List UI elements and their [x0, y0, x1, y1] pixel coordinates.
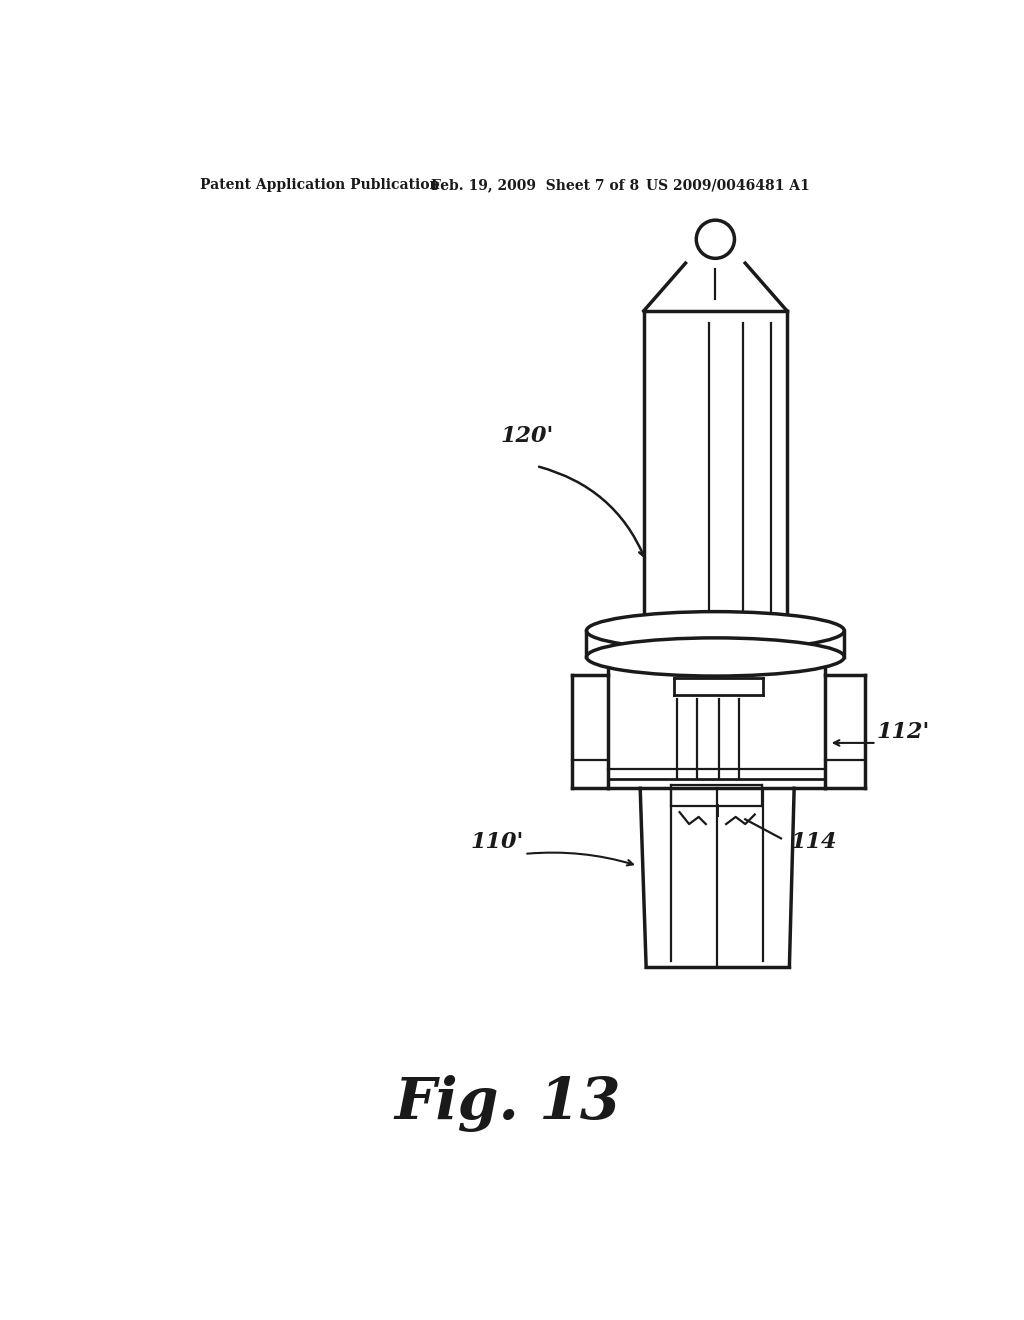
Text: Feb. 19, 2009  Sheet 7 of 8: Feb. 19, 2009 Sheet 7 of 8 — [431, 178, 639, 193]
Text: 110': 110' — [471, 830, 524, 853]
Text: 120': 120' — [501, 425, 554, 447]
Ellipse shape — [587, 611, 844, 649]
Text: Patent Application Publication: Patent Application Publication — [200, 178, 439, 193]
Ellipse shape — [587, 638, 844, 676]
Text: 114: 114 — [791, 830, 837, 853]
Text: 112': 112' — [877, 721, 930, 743]
Text: Fig. 13: Fig. 13 — [394, 1076, 622, 1133]
Text: US 2009/0046481 A1: US 2009/0046481 A1 — [646, 178, 810, 193]
